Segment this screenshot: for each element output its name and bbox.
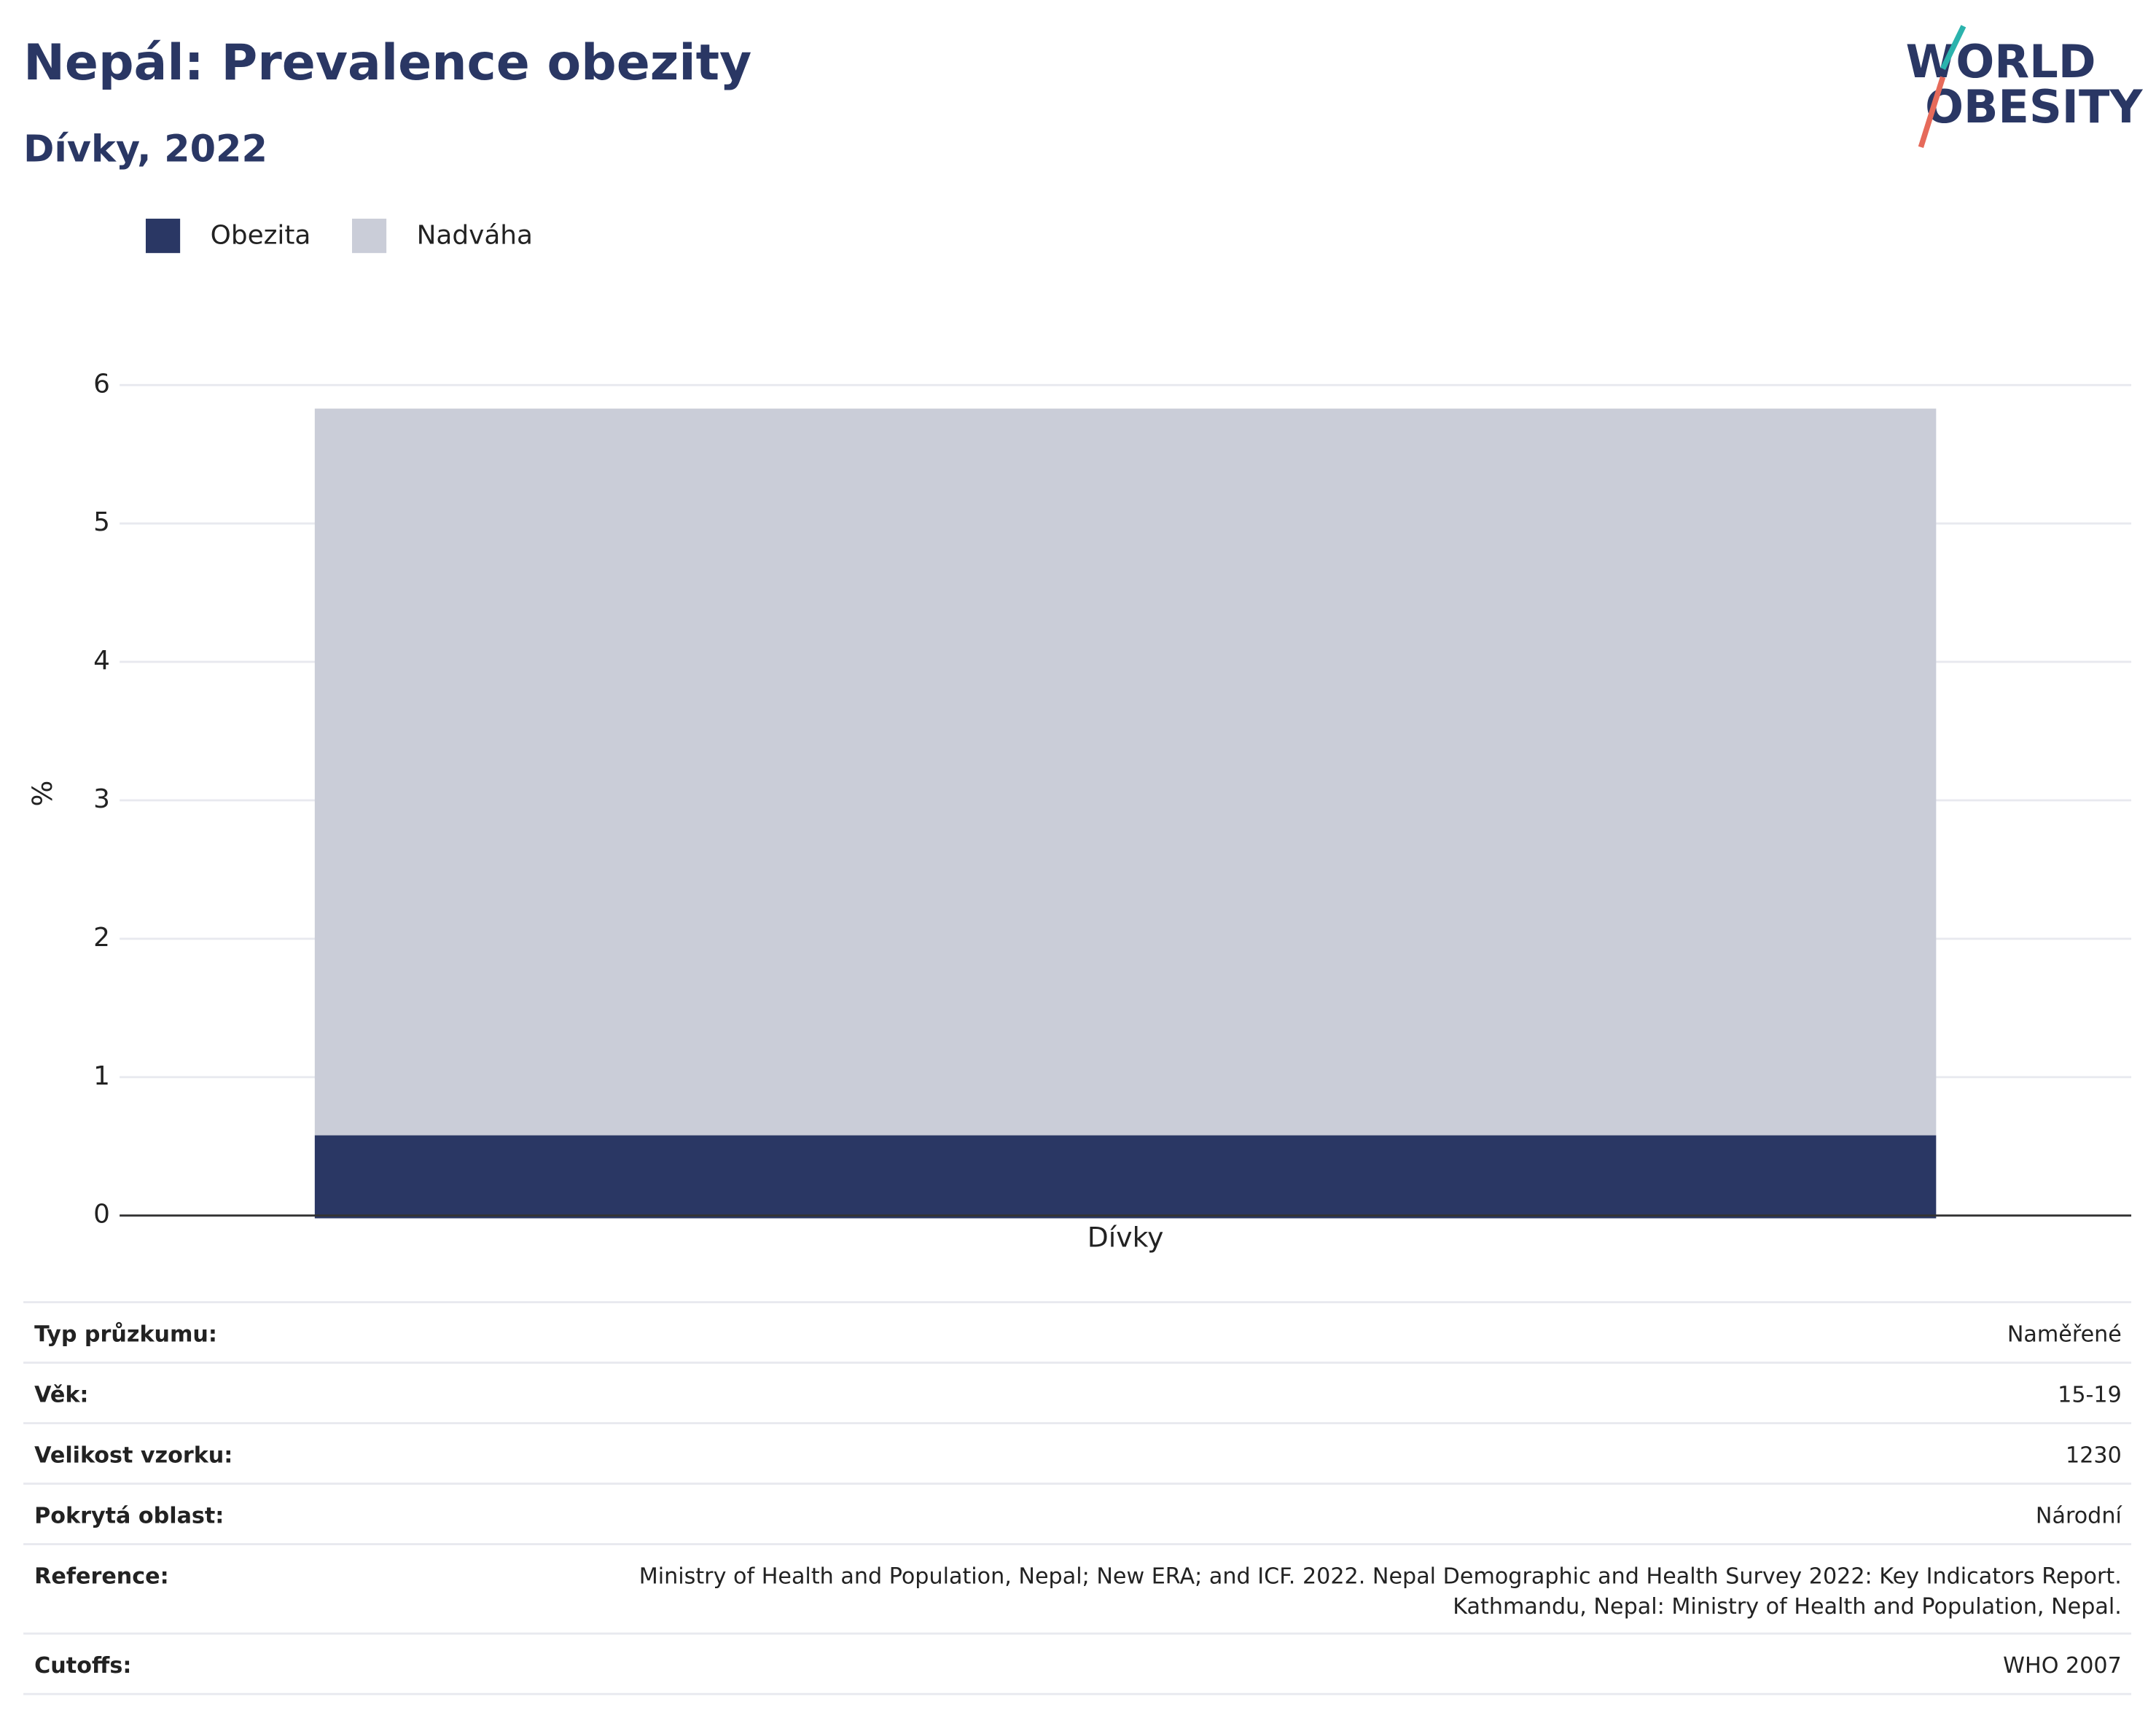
table-value: Ministry of Health and Population, Nepal… (639, 1563, 2122, 1589)
logo-text: OBESITY (1925, 80, 2143, 133)
y-tick-label: 3 (93, 784, 110, 814)
table-label: Pokrytá oblast: (34, 1503, 224, 1528)
y-tick-label: 2 (93, 923, 110, 953)
x-tick-label: Dívky (1087, 1221, 1164, 1253)
table-label: Velikost vzorku: (34, 1442, 233, 1468)
legend-label: Nadváha (417, 221, 533, 251)
y-tick-label: 6 (93, 369, 110, 399)
y-axis-title: % (26, 781, 58, 807)
table-value: Národní (2036, 1503, 2123, 1528)
chart-subtitle: Dívky, 2022 (23, 128, 267, 171)
logo-text: WORLD (1906, 35, 2096, 88)
table-label: Reference: (34, 1563, 169, 1589)
y-tick-label: 1 (93, 1061, 110, 1091)
table-value: WHO 2007 (2003, 1653, 2122, 1679)
y-tick-label: 0 (93, 1200, 110, 1230)
y-tick-label: 5 (93, 507, 110, 537)
table-label: Typ průzkumu: (34, 1321, 217, 1347)
table-label: Věk: (34, 1382, 88, 1407)
table-value: 1230 (2066, 1442, 2122, 1468)
bar-segment (314, 408, 1937, 1136)
logo-slash (1918, 76, 1946, 149)
table-label: Cutoffs: (34, 1653, 131, 1679)
chart-title: Nepál: Prevalence obezity (23, 34, 751, 92)
legend-swatch (351, 219, 387, 254)
y-tick-label: 4 (93, 646, 110, 676)
legend-label: Obezita (211, 221, 311, 251)
logo-slash (1940, 25, 1966, 71)
bar-segment (314, 1135, 1937, 1219)
logo: WORLD OBESITY (1906, 25, 2143, 149)
table-value: Kathmandu, Nepal: Ministry of Health and… (1453, 1594, 2122, 1620)
table-value: 15-19 (2058, 1382, 2122, 1407)
table-value: Naměřené (2007, 1321, 2122, 1347)
legend-swatch (145, 219, 181, 254)
